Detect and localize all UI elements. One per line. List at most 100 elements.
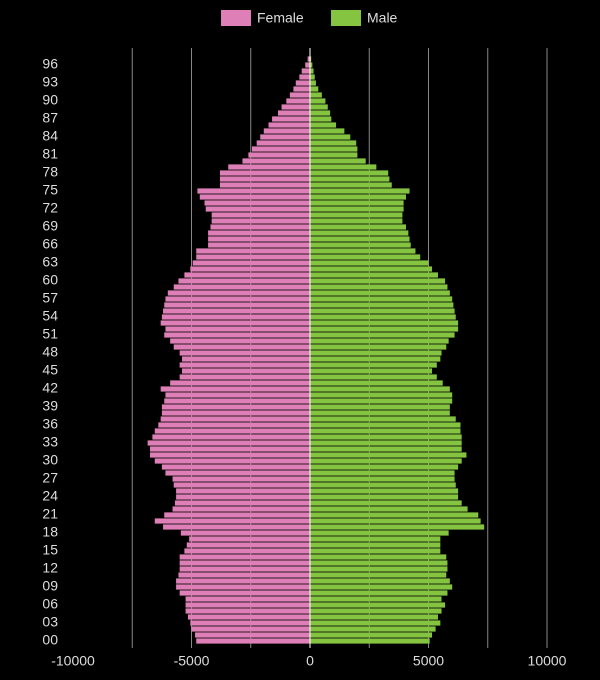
x-tick-label: 5000 bbox=[413, 653, 444, 669]
bar bbox=[174, 500, 310, 506]
bar bbox=[310, 134, 351, 140]
bar bbox=[310, 434, 462, 440]
bar bbox=[310, 200, 404, 206]
bar bbox=[310, 74, 315, 80]
bar bbox=[310, 362, 437, 368]
bar bbox=[310, 410, 450, 416]
bar bbox=[281, 104, 310, 110]
bar bbox=[310, 320, 459, 326]
bar bbox=[310, 638, 430, 644]
bar bbox=[310, 572, 447, 578]
bar bbox=[310, 482, 456, 488]
bar bbox=[182, 356, 310, 362]
bar bbox=[197, 188, 310, 194]
bar bbox=[179, 560, 310, 566]
bar bbox=[161, 404, 310, 410]
x-tick-label: 0 bbox=[306, 653, 314, 669]
bar bbox=[310, 554, 447, 560]
bar bbox=[165, 326, 310, 332]
bar bbox=[310, 422, 461, 428]
bar bbox=[310, 464, 459, 470]
bar bbox=[310, 212, 403, 218]
bar bbox=[176, 494, 310, 500]
bar bbox=[310, 476, 455, 482]
x-tick-label: 10000 bbox=[528, 653, 567, 669]
bar bbox=[310, 620, 441, 626]
y-tick-label: 66 bbox=[42, 236, 58, 252]
bar bbox=[301, 68, 310, 74]
bar bbox=[260, 134, 310, 140]
y-tick-label: 03 bbox=[42, 614, 58, 630]
bar bbox=[310, 236, 410, 242]
bar bbox=[310, 86, 319, 92]
legend-swatch bbox=[221, 10, 251, 26]
bar bbox=[310, 446, 462, 452]
bar bbox=[310, 386, 450, 392]
bar bbox=[310, 404, 450, 410]
bar bbox=[310, 284, 448, 290]
bar bbox=[165, 470, 310, 476]
bar bbox=[190, 620, 310, 626]
y-tick-label: 27 bbox=[42, 470, 58, 486]
y-tick-label: 45 bbox=[42, 362, 58, 378]
bar bbox=[150, 452, 310, 458]
y-tick-label: 09 bbox=[42, 578, 58, 594]
bar bbox=[208, 236, 310, 242]
bar bbox=[204, 200, 310, 206]
y-tick-label: 18 bbox=[42, 524, 58, 540]
y-tick-label: 78 bbox=[42, 164, 58, 180]
legend-label: Male bbox=[367, 10, 398, 26]
x-tick-label: -10000 bbox=[51, 653, 95, 669]
bar bbox=[310, 398, 453, 404]
bar bbox=[152, 434, 310, 440]
y-tick-label: 75 bbox=[42, 182, 58, 198]
y-tick-label: 06 bbox=[42, 596, 58, 612]
y-tick-label: 87 bbox=[42, 110, 58, 126]
bar bbox=[286, 98, 310, 104]
bar bbox=[310, 188, 410, 194]
bar bbox=[210, 224, 310, 230]
bar bbox=[310, 152, 358, 158]
y-tick-label: 60 bbox=[42, 272, 58, 288]
bar bbox=[310, 110, 331, 116]
bar bbox=[310, 632, 433, 638]
bar bbox=[310, 566, 448, 572]
bar bbox=[310, 314, 456, 320]
bar bbox=[310, 170, 389, 176]
bar bbox=[310, 182, 392, 188]
y-tick-label: 42 bbox=[42, 380, 58, 396]
y-tick-label: 15 bbox=[42, 542, 58, 558]
bar bbox=[180, 530, 310, 536]
bar bbox=[310, 92, 322, 98]
bar bbox=[310, 380, 443, 386]
bar bbox=[186, 542, 310, 548]
bar bbox=[172, 476, 310, 482]
bar bbox=[299, 74, 310, 80]
y-tick-label: 63 bbox=[42, 254, 58, 270]
bar bbox=[219, 176, 310, 182]
bar bbox=[310, 332, 455, 338]
bar bbox=[310, 500, 462, 506]
bar bbox=[163, 308, 310, 314]
y-tick-label: 48 bbox=[42, 344, 58, 360]
bar bbox=[310, 530, 449, 536]
bar bbox=[310, 536, 441, 542]
bar bbox=[268, 122, 310, 128]
bar bbox=[205, 206, 310, 212]
bar bbox=[184, 548, 310, 554]
y-tick-label: 57 bbox=[42, 290, 58, 306]
bar bbox=[272, 116, 310, 122]
bar bbox=[228, 164, 310, 170]
bar bbox=[211, 212, 310, 218]
bar bbox=[161, 314, 310, 320]
bar bbox=[310, 122, 337, 128]
bar bbox=[211, 218, 310, 224]
bar bbox=[310, 518, 481, 524]
bar bbox=[310, 98, 326, 104]
bar bbox=[173, 284, 310, 290]
bar bbox=[172, 506, 310, 512]
bar bbox=[189, 536, 310, 542]
bar bbox=[170, 380, 310, 386]
bar bbox=[310, 308, 455, 314]
